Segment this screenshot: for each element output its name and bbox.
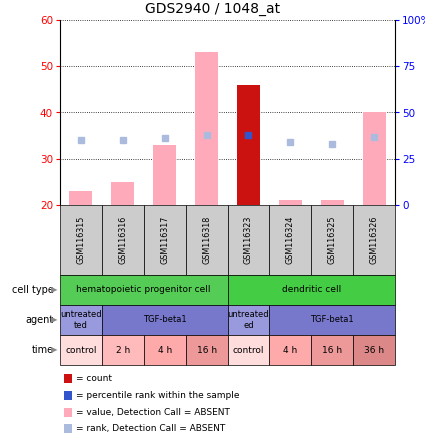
Bar [111, 182, 134, 205]
Bar [69, 191, 93, 205]
Text: 2 h: 2 h [116, 345, 130, 354]
Text: untreated
ted: untreated ted [60, 310, 102, 330]
Text: = count: = count [76, 374, 112, 383]
Text: 16 h: 16 h [196, 345, 217, 354]
Bar [237, 85, 260, 205]
Bar [321, 200, 344, 205]
Text: ▶: ▶ [51, 345, 58, 354]
Bar [153, 145, 176, 205]
Text: ▶: ▶ [51, 316, 58, 325]
Bar [279, 200, 302, 205]
Text: time: time [31, 345, 54, 355]
Text: control: control [65, 345, 96, 354]
Text: dendritic cell: dendritic cell [282, 285, 341, 294]
Text: control: control [233, 345, 264, 354]
Bar [195, 52, 218, 205]
Text: GSM116318: GSM116318 [202, 216, 211, 264]
Text: 16 h: 16 h [322, 345, 342, 354]
Text: = percentile rank within the sample: = percentile rank within the sample [76, 391, 240, 400]
Text: ▶: ▶ [51, 285, 58, 294]
Text: 4 h: 4 h [283, 345, 298, 354]
Text: TGF-beta1: TGF-beta1 [143, 316, 187, 325]
Text: = rank, Detection Call = ABSENT: = rank, Detection Call = ABSENT [76, 424, 225, 433]
Text: GSM116316: GSM116316 [118, 216, 127, 264]
Text: GSM116326: GSM116326 [370, 216, 379, 264]
Text: hematopoietic progenitor cell: hematopoietic progenitor cell [76, 285, 211, 294]
Text: GDS2940 / 1048_at: GDS2940 / 1048_at [145, 2, 280, 16]
Text: = value, Detection Call = ABSENT: = value, Detection Call = ABSENT [76, 408, 230, 416]
Text: GSM116324: GSM116324 [286, 216, 295, 264]
Text: cell type: cell type [12, 285, 54, 295]
Text: untreated
ed: untreated ed [228, 310, 269, 330]
Text: GSM116323: GSM116323 [244, 216, 253, 264]
Text: 4 h: 4 h [158, 345, 172, 354]
Text: GSM116325: GSM116325 [328, 216, 337, 264]
Text: TGF-beta1: TGF-beta1 [310, 316, 354, 325]
Text: agent: agent [26, 315, 54, 325]
Bar [363, 112, 385, 205]
Text: GSM116315: GSM116315 [76, 216, 85, 264]
Text: GSM116317: GSM116317 [160, 216, 169, 264]
Text: 36 h: 36 h [364, 345, 384, 354]
